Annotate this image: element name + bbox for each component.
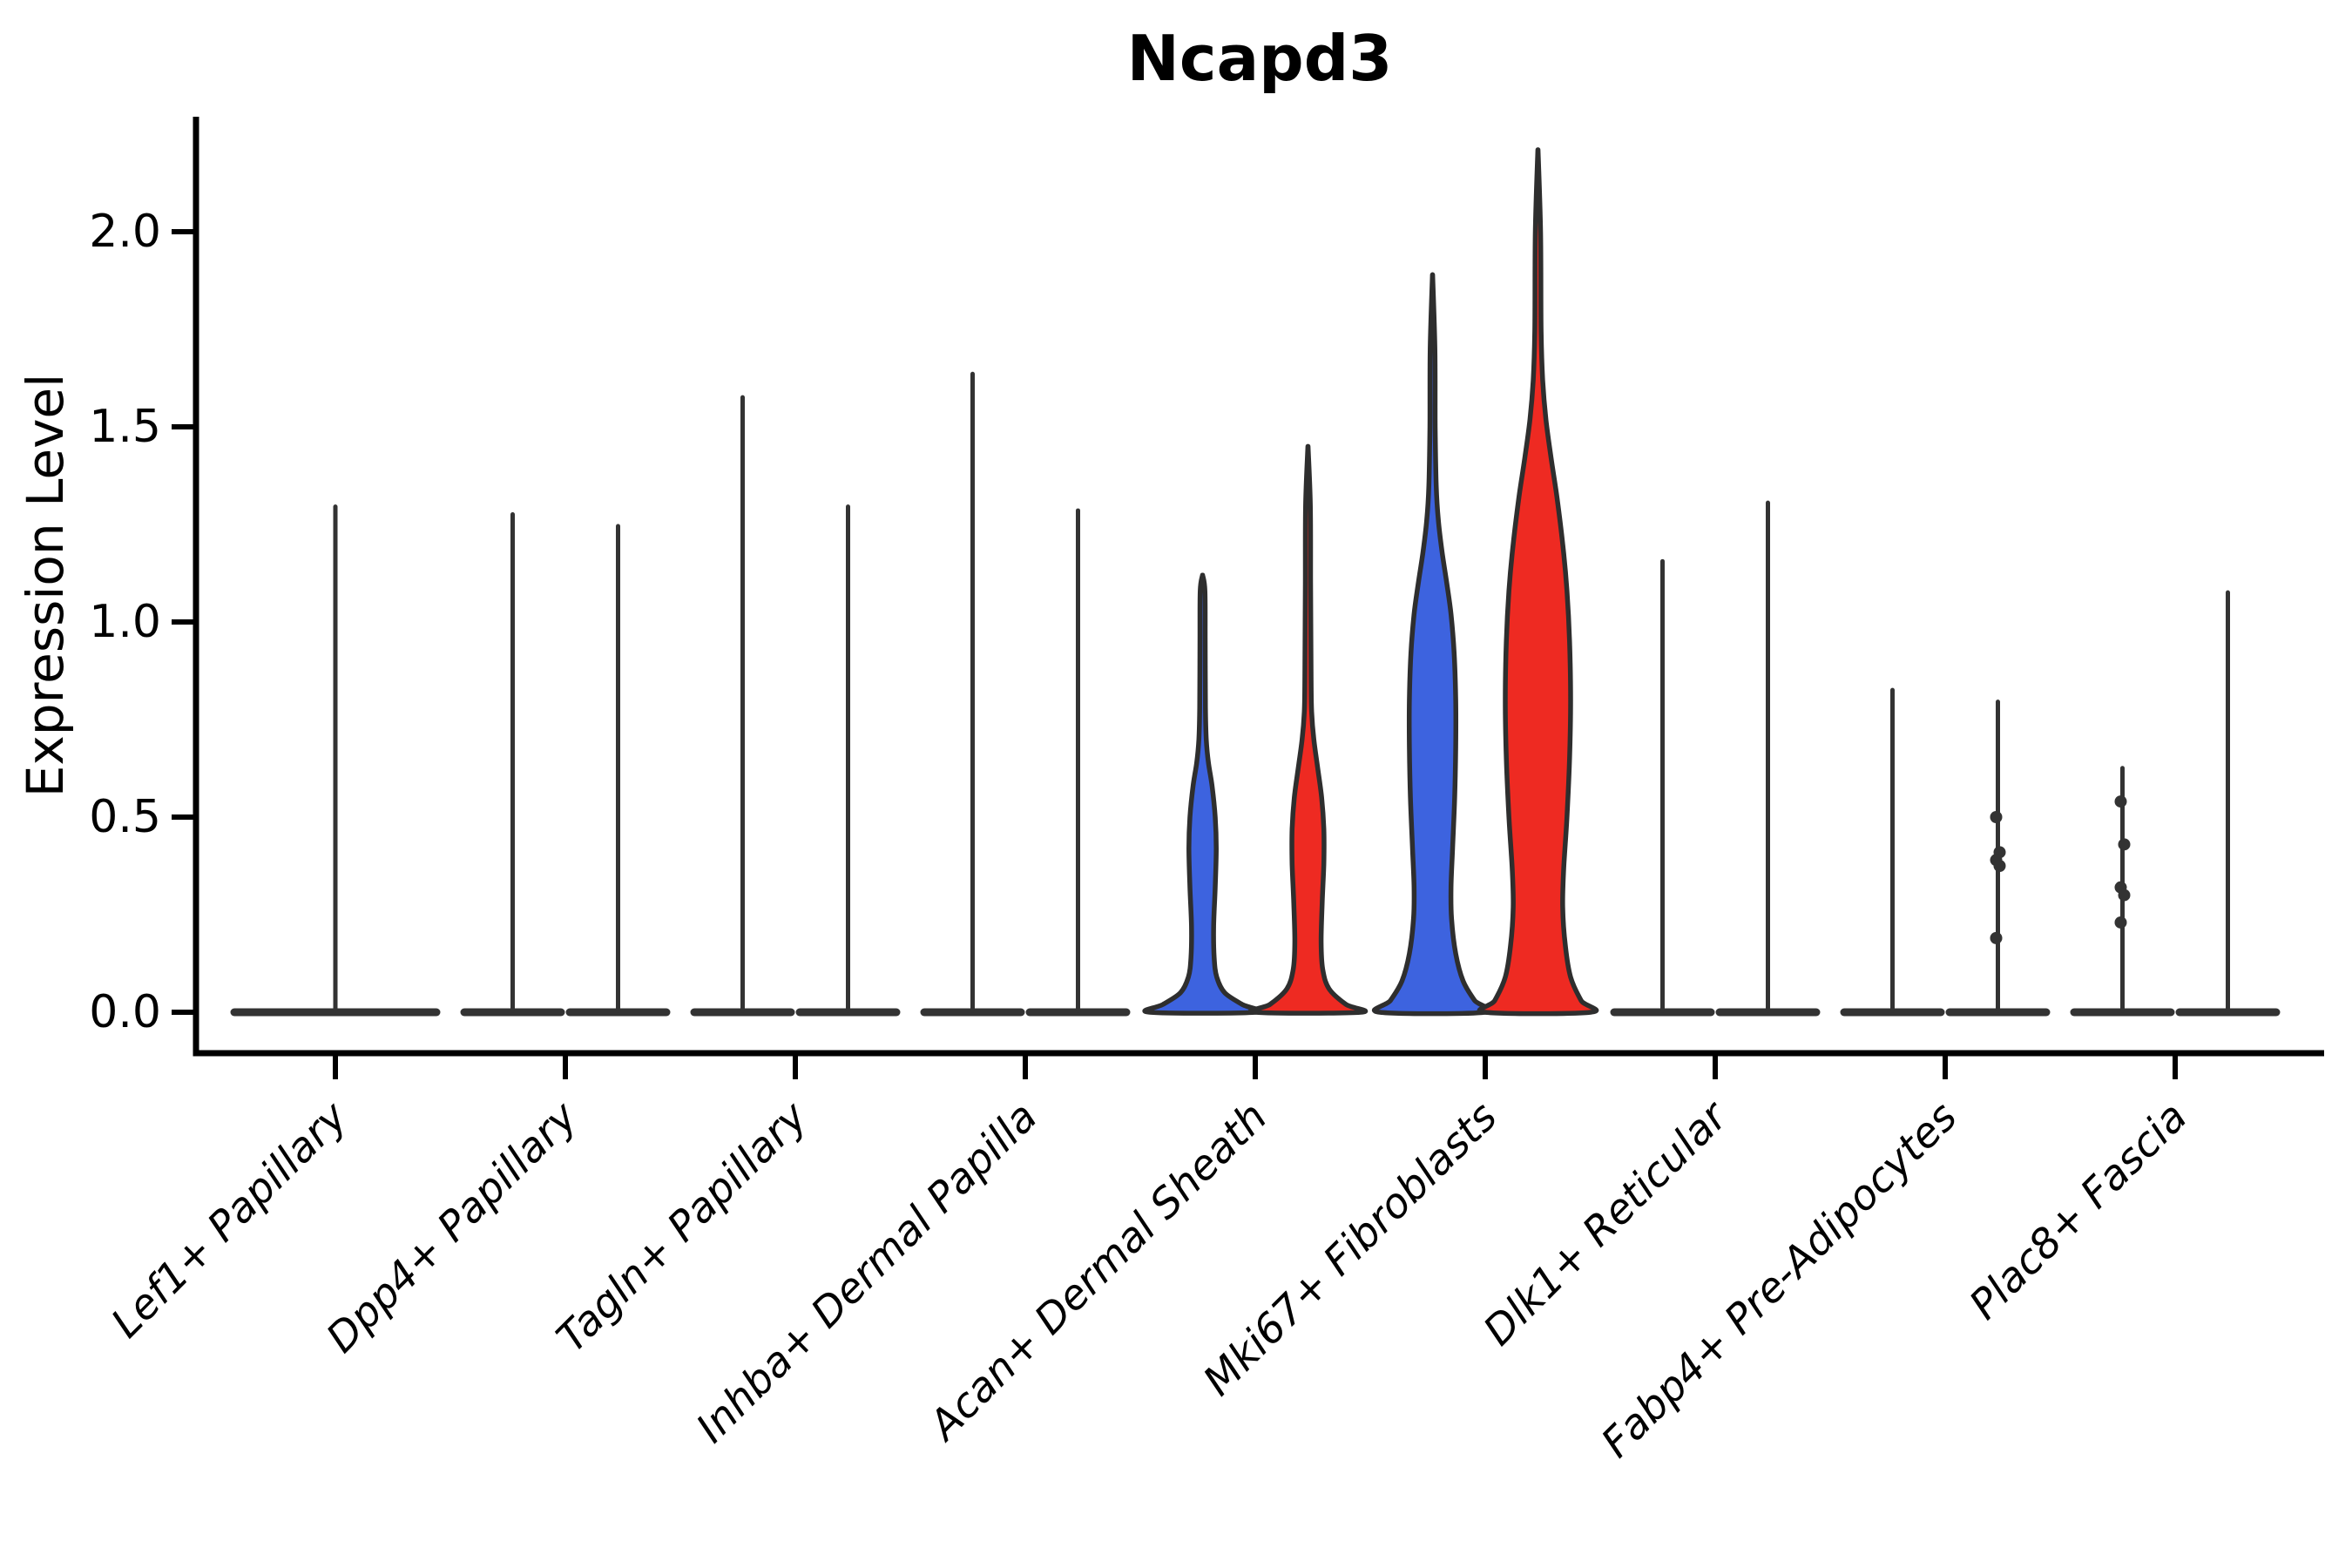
y-tick-label-0.5: 0.5 — [89, 791, 161, 843]
violin-dlk1-reticular-red — [1715, 500, 1821, 1017]
violin-plac8-fascia-blue-point — [2114, 916, 2127, 929]
x-tick-label-dlk1-reticular: Dlk1+ Reticular — [1475, 1092, 1739, 1355]
violin-inhba-dermal-papilla-red — [1025, 508, 1131, 1017]
violin-acan-dermal-sheath-red-shape — [1247, 443, 1369, 1016]
violin-fabp4-pre-adipocytes-red-point — [1993, 860, 2006, 872]
chart-title: Ncapd3 — [1127, 22, 1393, 95]
y-tick-label-2.0: 2.0 — [89, 206, 161, 258]
violin-fabp4-pre-adipocytes-red — [1945, 700, 2051, 1017]
y-tick-label-0.0: 0.0 — [89, 986, 161, 1038]
y-tick-label-1.0: 1.0 — [89, 596, 161, 648]
violin-plac8-fascia-red — [2175, 590, 2281, 1017]
violin-mki67-fibroblasts-blue-shape — [1371, 272, 1494, 1017]
violin-plac8-fascia-blue — [2070, 766, 2175, 1017]
x-tick-label-plac8-fascia: Plac8+ Fascia — [1960, 1093, 2196, 1329]
violin-dlk1-reticular-blue — [1610, 558, 1715, 1017]
violin-plac8-fascia-blue-point — [2118, 838, 2131, 851]
x-tick-label-dpp4-papillary: Dpp4+ Papillary — [317, 1092, 587, 1362]
x-tick-label-tagln-papillary: Tagln+ Papillary — [548, 1092, 818, 1362]
violin-plac8-fascia-blue-point — [2118, 889, 2131, 902]
violin-fabp4-pre-adipocytes-red-point — [1990, 811, 2003, 823]
violins-layer — [230, 147, 2281, 1017]
violin-mki67-fibroblasts-red — [1477, 147, 1599, 1017]
violin-fabp4-pre-adipocytes-blue — [1840, 687, 1945, 1017]
violin-tagln-papillary-red — [795, 504, 901, 1017]
violin-dpp4-papillary-red — [565, 524, 671, 1017]
violin-fabp4-pre-adipocytes-red-point — [1990, 931, 2003, 944]
y-tick-label-1.5: 1.5 — [89, 401, 161, 453]
y-axis-label: Expression Level — [16, 374, 75, 797]
violin-inhba-dermal-papilla-blue — [920, 371, 1025, 1017]
violin-dpp4-papillary-blue — [460, 512, 565, 1017]
violin-acan-dermal-sheath-blue — [1142, 572, 1263, 1016]
violin-mki67-fibroblasts-blue — [1371, 272, 1494, 1017]
violin-tagln-papillary-blue — [690, 395, 795, 1017]
violin-plac8-fascia-blue-point — [2114, 795, 2127, 808]
violin-acan-dermal-sheath-red — [1247, 443, 1369, 1016]
violin-acan-dermal-sheath-blue-shape — [1142, 572, 1263, 1016]
x-tick-label-lef1-papillary: Lef1+ Papillary — [102, 1092, 357, 1348]
violin-mki67-fibroblasts-red-shape — [1477, 147, 1599, 1017]
violin-lef1-papillary-all — [230, 504, 441, 1017]
